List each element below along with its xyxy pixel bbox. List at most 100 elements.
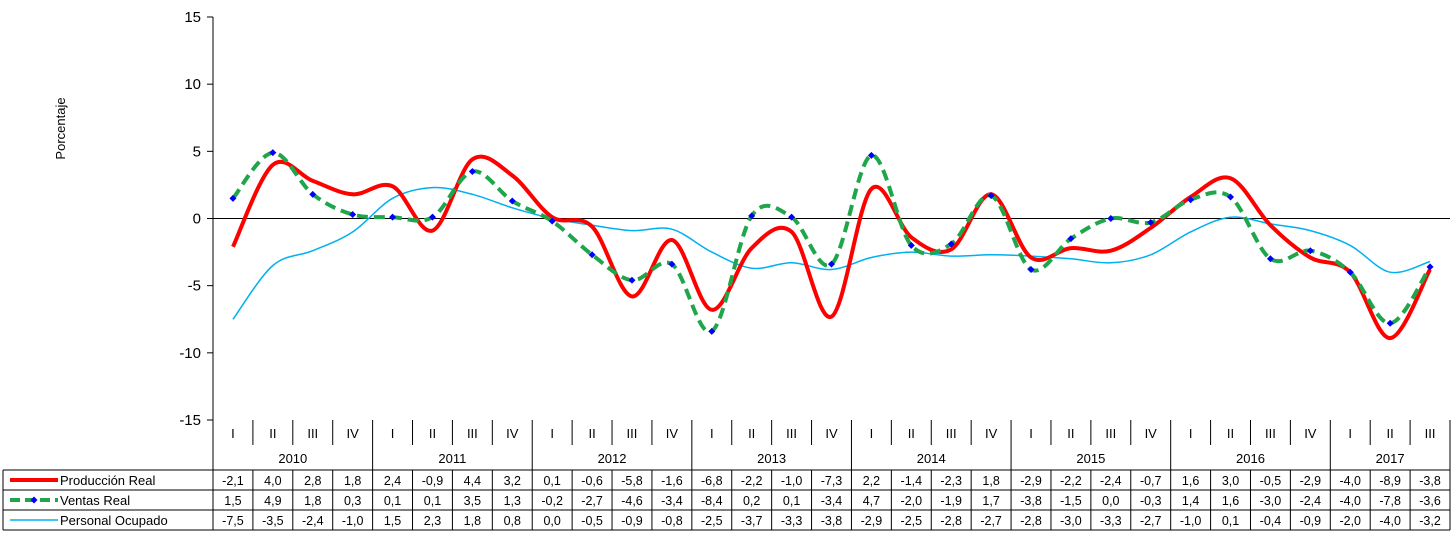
data-label: -3,2: [1419, 514, 1441, 528]
quarter-label: IV: [666, 426, 679, 441]
series-line-2: [233, 188, 1430, 320]
series-line-0: [233, 157, 1430, 338]
data-label: -0,8: [661, 514, 683, 528]
data-label: 1,5: [224, 494, 241, 508]
data-label: -2,4: [1100, 474, 1122, 488]
data-label: -6,8: [701, 474, 723, 488]
year-label: 2017: [1376, 451, 1405, 466]
data-label: -2,5: [701, 514, 723, 528]
data-label: -1,0: [781, 474, 803, 488]
data-label: -3,4: [821, 494, 843, 508]
data-label: -0,6: [581, 474, 603, 488]
quarter-label: II: [748, 426, 755, 441]
data-label: 3,2: [504, 474, 521, 488]
quarter-label: IV: [985, 426, 998, 441]
data-label: -2,7: [1140, 514, 1162, 528]
data-label: -0,2: [541, 494, 563, 508]
data-label: 0,1: [384, 494, 401, 508]
data-label: -2,9: [1300, 474, 1322, 488]
y-tick-label: 0: [193, 211, 201, 228]
data-label: 4,4: [464, 474, 481, 488]
quarter-label: II: [1067, 426, 1074, 441]
data-label: -0,9: [1300, 514, 1322, 528]
quarter-label: III: [627, 426, 638, 441]
year-label: 2012: [598, 451, 627, 466]
data-label: 2,4: [384, 474, 401, 488]
data-label: -1,4: [901, 474, 923, 488]
legend-marker: [31, 497, 38, 504]
quarter-label: IV: [1304, 426, 1317, 441]
data-label: 0,8: [504, 514, 521, 528]
data-label: -2,9: [861, 514, 883, 528]
data-label: -1,0: [342, 514, 364, 528]
year-label: 2013: [757, 451, 786, 466]
quarter-label: IV: [1145, 426, 1158, 441]
data-label: 4,7: [863, 494, 880, 508]
legend-label-1: Ventas Real: [60, 493, 130, 508]
y-tick-label: -10: [179, 345, 201, 362]
quarter-label: II: [588, 426, 595, 441]
data-label: 1,6: [1222, 494, 1239, 508]
data-label: -0,9: [621, 514, 643, 528]
quarter-label: IV: [506, 426, 519, 441]
quarter-label: I: [1189, 426, 1193, 441]
year-label: 2016: [1236, 451, 1265, 466]
y-tick-label: -15: [179, 412, 201, 429]
data-label: -4,0: [1379, 514, 1401, 528]
data-label: -4,0: [1339, 494, 1361, 508]
data-label: 1,5: [384, 514, 401, 528]
y-tick-label: -5: [188, 278, 201, 295]
data-label: 4,0: [264, 474, 281, 488]
data-label: 3,5: [464, 494, 481, 508]
data-label: -3,3: [1100, 514, 1122, 528]
data-label: 2,3: [424, 514, 441, 528]
series-line-1: [233, 153, 1430, 332]
data-label: -0,9: [422, 474, 444, 488]
legend-label-0: Producción Real: [60, 473, 155, 488]
year-label: 2011: [438, 451, 466, 466]
data-label: -2,2: [741, 474, 763, 488]
data-label: 1,7: [982, 494, 999, 508]
quarter-label: III: [786, 426, 797, 441]
quarter-label: III: [946, 426, 957, 441]
data-label: 1,3: [504, 494, 521, 508]
quarter-label: II: [429, 426, 436, 441]
data-label: 1,6: [1182, 474, 1199, 488]
data-label: -5,8: [621, 474, 643, 488]
data-label: -2,0: [1339, 514, 1361, 528]
data-label: -8,9: [1379, 474, 1401, 488]
data-label: 0,1: [1222, 514, 1239, 528]
data-point-marker: [1107, 215, 1114, 222]
data-label: -2,1: [222, 474, 244, 488]
data-label: 0,0: [1102, 494, 1119, 508]
quarter-label: II: [1387, 426, 1394, 441]
data-label: -3,6: [1419, 494, 1441, 508]
data-label: -2,7: [980, 514, 1002, 528]
quarter-label: I: [1029, 426, 1033, 441]
data-label: -3,5: [262, 514, 284, 528]
y-tick-label: 15: [184, 9, 201, 26]
data-label: -1,6: [661, 474, 683, 488]
data-label: -0,4: [1260, 514, 1282, 528]
data-label: -2,0: [901, 494, 923, 508]
legend-label-2: Personal Ocupado: [60, 513, 168, 528]
data-label: -3,8: [821, 514, 843, 528]
year-label: 2010: [278, 451, 307, 466]
data-label: 0,0: [543, 514, 560, 528]
data-label: -3,8: [1020, 494, 1042, 508]
quarter-label: III: [467, 426, 478, 441]
data-label: -4,6: [621, 494, 643, 508]
quarter-label: III: [1425, 426, 1436, 441]
quarter-label: III: [1265, 426, 1276, 441]
data-label: -2,8: [1020, 514, 1042, 528]
quarter-label: I: [710, 426, 714, 441]
data-label: -3,7: [741, 514, 763, 528]
quarter-label: II: [1227, 426, 1234, 441]
data-label: -3,3: [781, 514, 803, 528]
quarter-label: I: [870, 426, 874, 441]
data-point-marker: [469, 168, 476, 175]
data-label: 0,1: [783, 494, 800, 508]
data-label: 0,3: [344, 494, 361, 508]
data-label: -7,3: [821, 474, 843, 488]
